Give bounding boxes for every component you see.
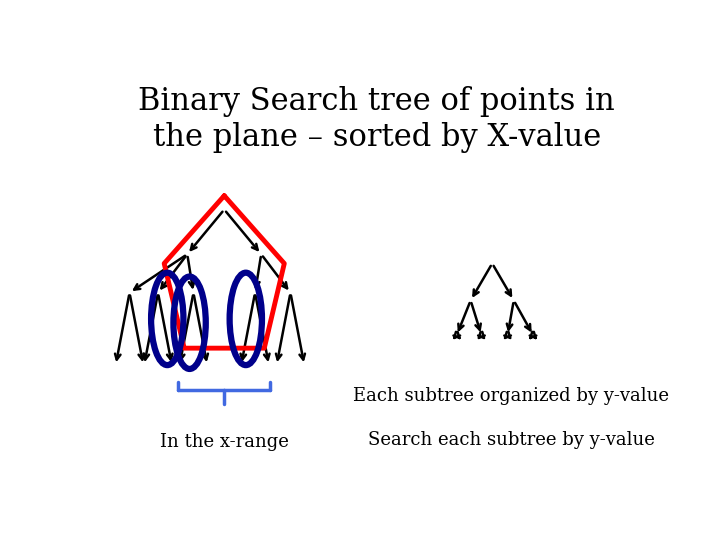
Text: the plane – sorted by X-value: the plane – sorted by X-value bbox=[153, 123, 600, 153]
Text: In the x-range: In the x-range bbox=[160, 433, 289, 451]
Text: Search each subtree by y-value: Search each subtree by y-value bbox=[368, 431, 655, 449]
Text: Binary Search tree of points in: Binary Search tree of points in bbox=[138, 86, 615, 117]
Text: Each subtree organized by y-value: Each subtree organized by y-value bbox=[354, 387, 670, 405]
